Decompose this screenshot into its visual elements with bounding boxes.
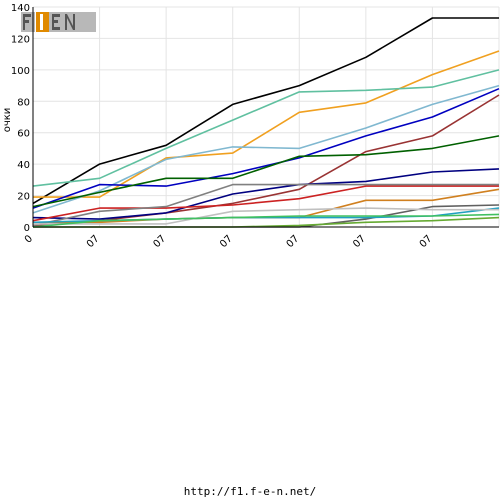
y-tick-label-4: 80 xyxy=(17,97,30,108)
y-tick-label-2: 40 xyxy=(17,160,30,171)
y-axis-title: очки xyxy=(2,108,13,133)
series-line-6 xyxy=(32,135,500,208)
series-line-4 xyxy=(32,87,500,209)
y-tick-label-1: 20 xyxy=(17,192,30,203)
series-line-7 xyxy=(32,168,500,220)
series-line-8 xyxy=(32,185,499,222)
y-tick-label-6: 120 xyxy=(11,34,30,45)
y-tick-label-5: 100 xyxy=(11,66,30,77)
footer-url[interactable]: http://f1.f-e-n.net/ xyxy=(183,485,317,498)
series-line-15 xyxy=(32,213,500,228)
axes xyxy=(32,7,499,228)
y-tick-labels: 0 20 40 60 80 100 120 140 xyxy=(11,3,30,234)
y-tick-label-0: 0 xyxy=(24,223,30,234)
series-line-5 xyxy=(32,94,500,227)
series-line-2 xyxy=(32,69,500,187)
y-tick-label-7: 140 xyxy=(11,3,30,14)
f1fen-logo xyxy=(21,12,96,32)
series-line-13 xyxy=(33,207,499,225)
y-tick-label-3: 60 xyxy=(17,129,30,140)
series-lines xyxy=(32,17,500,228)
series-line-9 xyxy=(32,183,499,227)
series-line-0 xyxy=(32,17,499,205)
